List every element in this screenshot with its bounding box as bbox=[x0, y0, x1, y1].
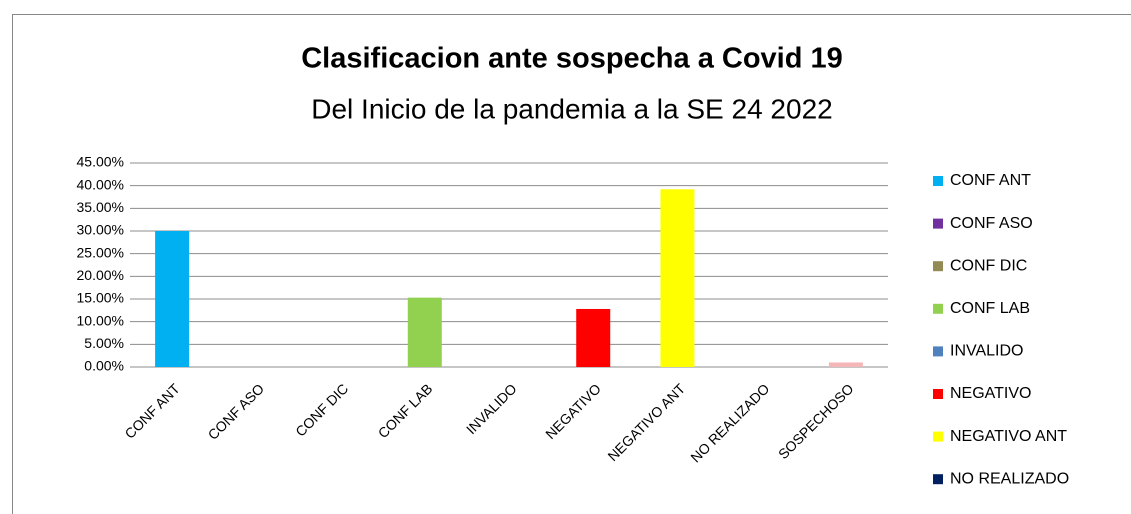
legend-label: CONF LAB bbox=[950, 300, 1030, 317]
chart-subtitle: Del Inicio de la pandemia a la SE 24 202… bbox=[311, 93, 832, 124]
y-tick-label: 5.00% bbox=[84, 335, 124, 351]
y-tick-label: 15.00% bbox=[77, 290, 124, 306]
legend-swatch bbox=[933, 431, 943, 442]
y-tick-label: 35.00% bbox=[77, 199, 124, 215]
legend-swatch bbox=[933, 261, 943, 272]
bar bbox=[576, 308, 611, 367]
y-tick-label: 25.00% bbox=[77, 244, 124, 260]
chart-title: Clasificacion ante sospecha a Covid 19 bbox=[301, 43, 843, 75]
legend-swatch bbox=[933, 474, 943, 485]
legend-swatch bbox=[933, 218, 943, 229]
legend-label: CONF DIC bbox=[950, 257, 1027, 274]
legend-label: NEGATIVO ANT bbox=[950, 428, 1067, 445]
legend-label: NO REALIZADO bbox=[950, 470, 1069, 487]
y-tick-label: 30.00% bbox=[77, 222, 124, 238]
y-tick-label: 40.00% bbox=[77, 176, 124, 192]
legend-swatch bbox=[933, 176, 943, 186]
legend-swatch bbox=[933, 303, 943, 314]
legend-label: NEGATIVO bbox=[950, 385, 1032, 402]
y-tick-label: 0.00% bbox=[84, 358, 124, 374]
bar bbox=[407, 297, 442, 367]
legend-label: INVALIDO bbox=[950, 343, 1024, 360]
bar bbox=[660, 189, 695, 367]
bar bbox=[828, 362, 863, 367]
y-tick-label: 45.00% bbox=[77, 154, 124, 170]
legend-label: CONF ANT bbox=[950, 172, 1031, 189]
legend-label: CONF ASO bbox=[950, 215, 1033, 232]
legend-swatch bbox=[933, 389, 943, 399]
legend-swatch bbox=[933, 346, 943, 357]
chart-border bbox=[12, 14, 1131, 514]
bar bbox=[155, 231, 190, 367]
y-tick-label: 10.00% bbox=[77, 312, 124, 328]
y-tick-label: 20.00% bbox=[77, 267, 124, 283]
